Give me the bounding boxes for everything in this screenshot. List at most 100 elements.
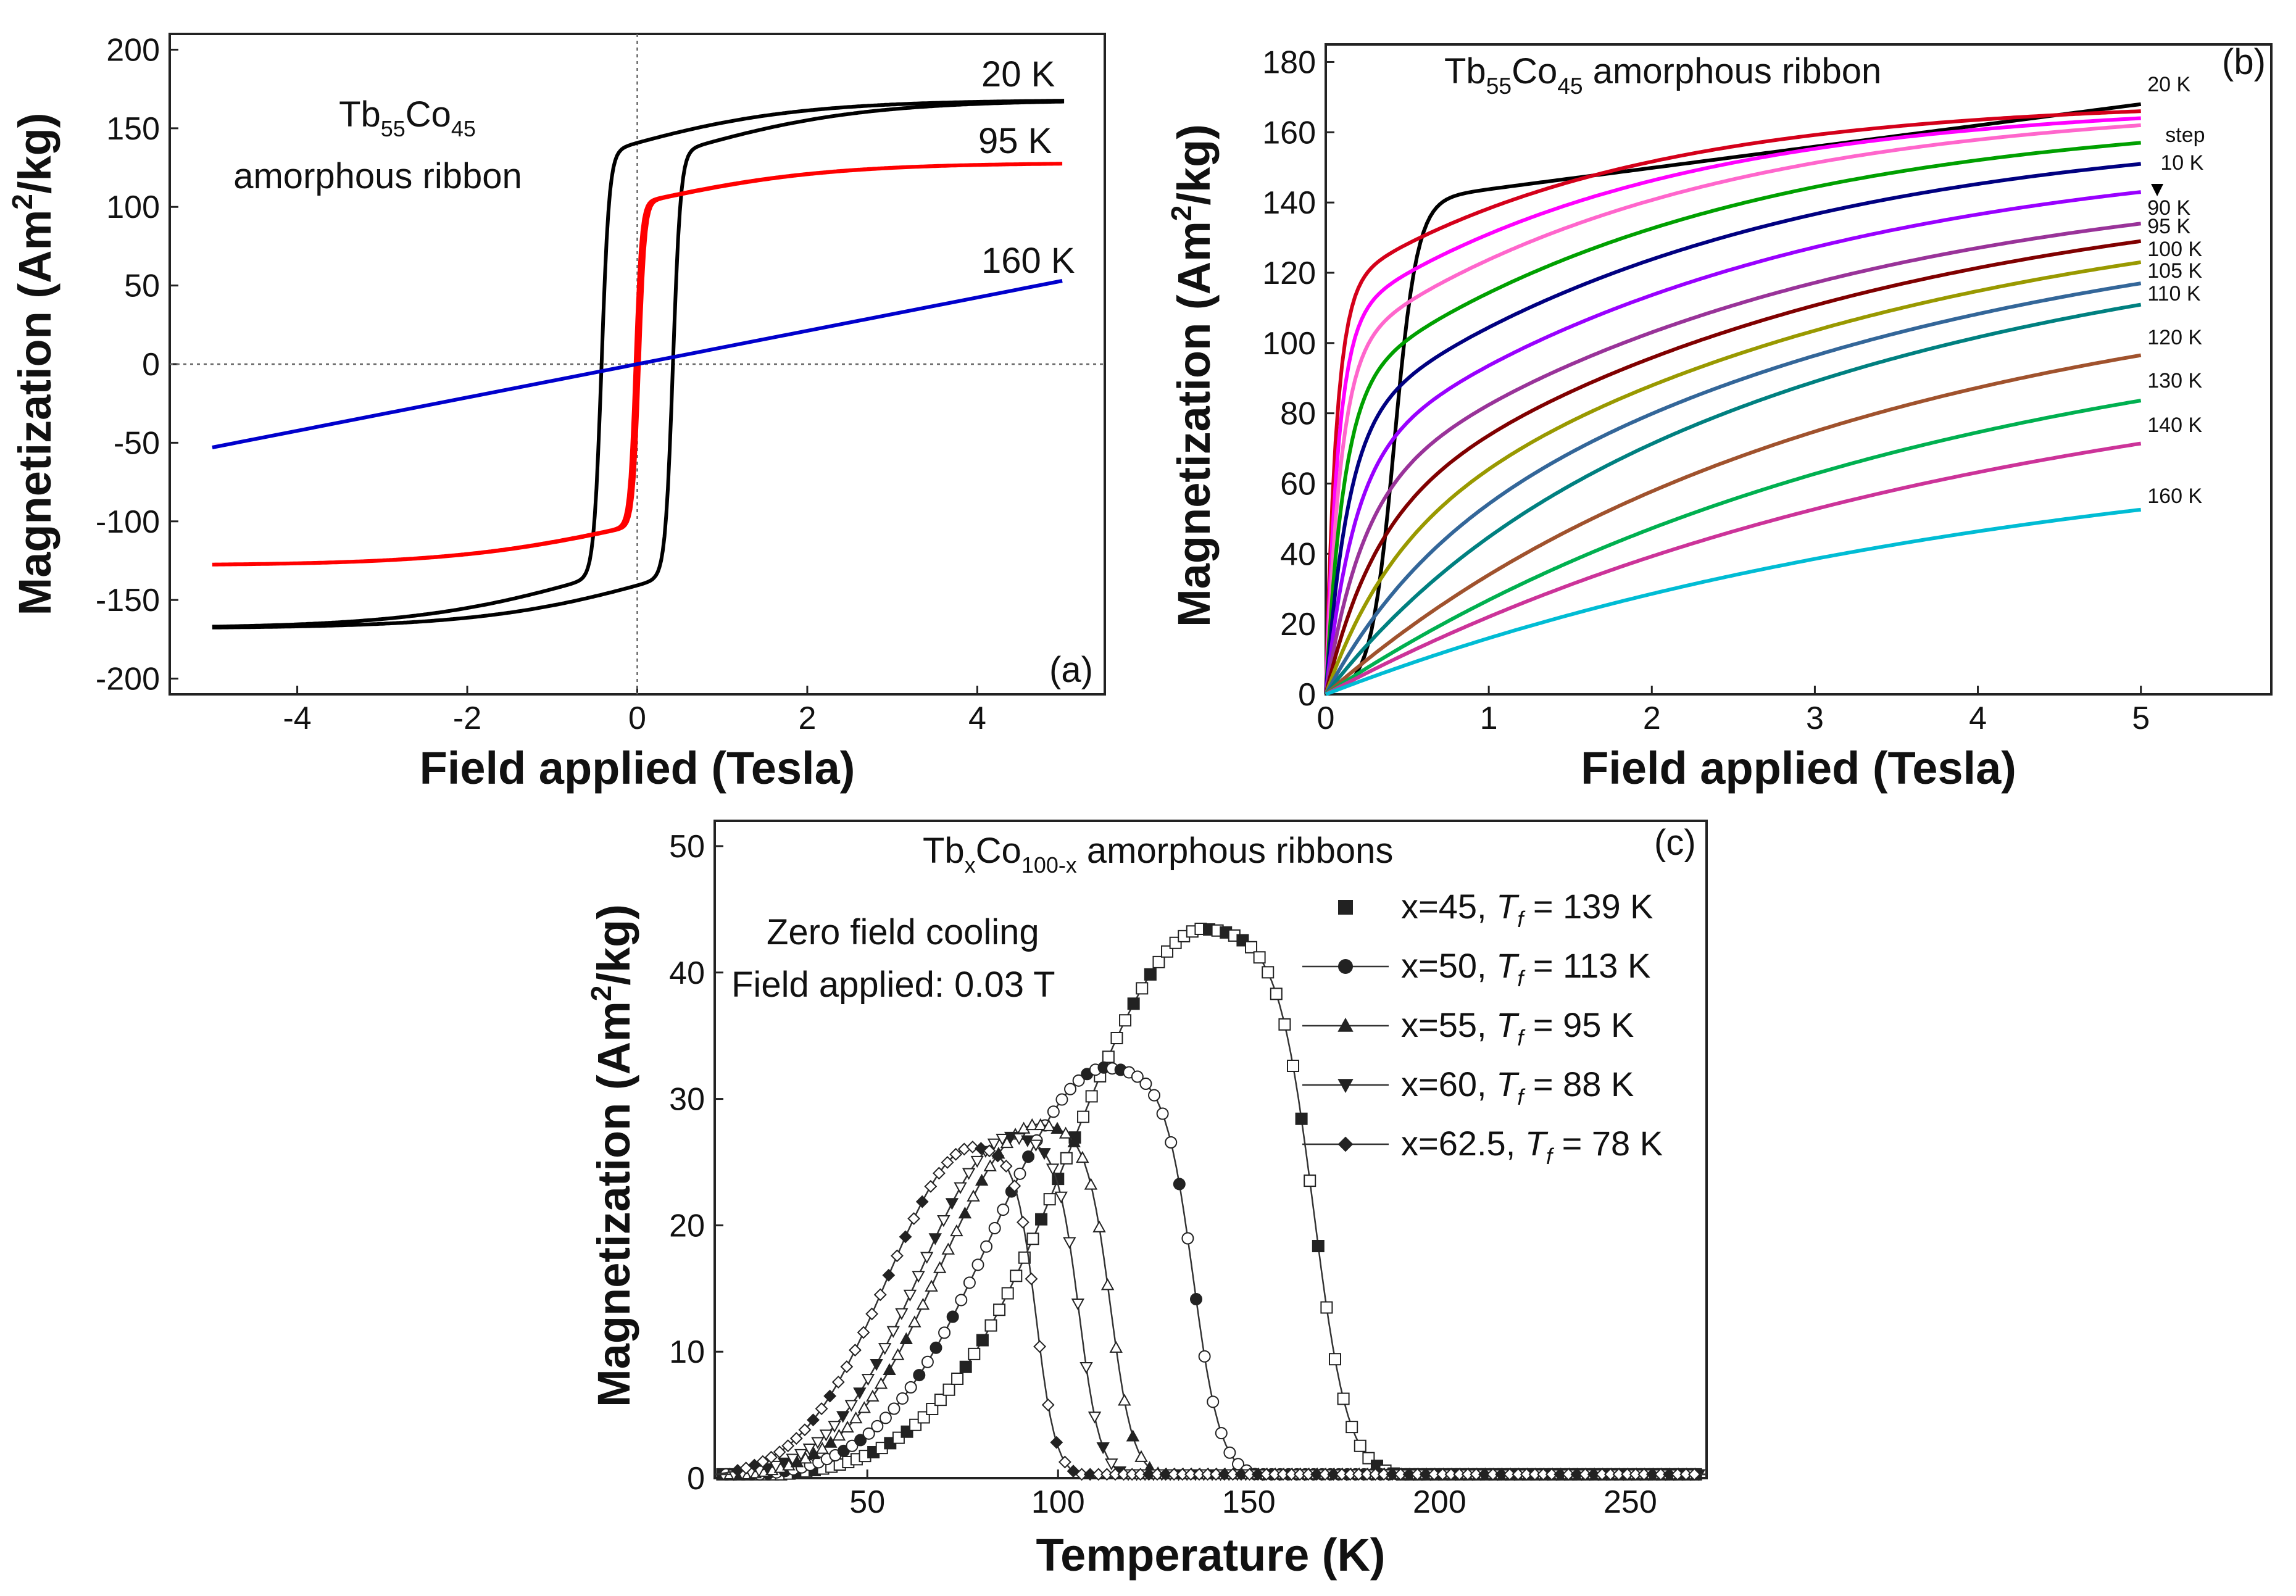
panel-c-data-point — [1253, 951, 1266, 964]
panel-c-data-point — [915, 1195, 929, 1208]
panel-c-data-point — [1092, 1468, 1105, 1481]
panel-c-data-point — [1344, 1468, 1357, 1481]
panel-c-data-point — [1063, 1237, 1076, 1249]
panel-c-data-point — [878, 1343, 892, 1355]
panel-c-legend-marker — [1338, 959, 1354, 974]
panel-b-ytick-label: 180 — [1262, 44, 1316, 80]
panel-c-data-point — [873, 1288, 887, 1302]
panel-c-series-x60 — [715, 1131, 1707, 1481]
panel-c-data-point — [991, 1149, 1005, 1163]
panel-c-data-point — [865, 1307, 879, 1321]
panel-c-xtick-label: 50 — [849, 1484, 885, 1520]
panel-c-data-point — [1562, 1468, 1575, 1481]
panel-c-data-point — [925, 1279, 938, 1292]
panel-c-data-point — [976, 1334, 989, 1347]
panel-c-data-point — [823, 1389, 837, 1403]
panel-c-data-point — [1312, 1239, 1325, 1252]
panel-c-data-point — [924, 1179, 938, 1193]
panel-c-data-point — [854, 1434, 867, 1447]
panel-c-data-point — [1587, 1468, 1600, 1481]
panel-a-xtick-label: -2 — [453, 700, 481, 736]
panel-c-data-point — [1603, 1468, 1617, 1481]
panel-c-data-point — [781, 1439, 795, 1452]
panel-c-data-point — [1173, 1178, 1186, 1191]
panel-b-title-sub: 55 — [1486, 73, 1512, 99]
panel-b-curve-label: 120 K — [2147, 326, 2202, 349]
panel-c-data-point — [857, 1326, 870, 1339]
panel-c-data-point — [1017, 1121, 1031, 1134]
panel-a-title-formula-sub: 45 — [451, 116, 476, 141]
panel-b-curve-label: 95 K — [2147, 215, 2190, 238]
panel-a-title-formula-part: Co — [406, 94, 451, 135]
panel-c-data-point — [1144, 968, 1157, 981]
panel-c-data-point — [832, 1429, 846, 1441]
panel-c-data-point — [967, 1189, 980, 1202]
panel-c-data-point — [1444, 1468, 1458, 1481]
panel-c-data-point — [760, 1463, 774, 1476]
panel-a-title-formula-part: Tb — [339, 94, 381, 135]
panel-b-ylabel-end: /kg) — [1168, 124, 1220, 206]
panel-c-data-point — [987, 1138, 1001, 1150]
panel-c-data-point — [980, 1240, 993, 1253]
panel-b-ytick-label: 160 — [1262, 115, 1316, 151]
panel-c-data-point — [789, 1432, 803, 1445]
panel-c-data-point — [1461, 1468, 1475, 1481]
panel-c-data-point — [1310, 1468, 1323, 1481]
panel-c-data-point — [1119, 1014, 1132, 1027]
panel-a-xlabel: Field applied (Tesla) — [420, 742, 855, 794]
panel-a-xtick-label: 4 — [968, 700, 986, 736]
panel-c-data-point — [1276, 1468, 1290, 1481]
panel-c-data-point — [1377, 1468, 1391, 1481]
panel-c-data-point — [1029, 1139, 1043, 1152]
panel-b-title-part: amorphous ribbon — [1583, 51, 1882, 91]
panel-b-xtick-label: 5 — [2132, 700, 2150, 736]
panel-c-data-point — [891, 1249, 904, 1263]
panel-c-data-point — [1035, 1213, 1048, 1226]
panel-c-data-point — [1209, 1468, 1223, 1481]
panel-c-data-point — [983, 1159, 997, 1171]
panel-c-data-point — [1118, 1394, 1131, 1406]
panel-c-ylabel-end: /kg) — [588, 904, 639, 986]
panel-b-series-80K — [1324, 190, 2142, 695]
panel-c-data-point — [1038, 1148, 1051, 1160]
panel-c-data-point — [951, 1373, 964, 1385]
panel-b-curve-label: 130 K — [2147, 369, 2202, 393]
panel-c-data-point — [899, 1332, 913, 1344]
panel-a-xtick-label: 2 — [798, 700, 816, 736]
panel-c-data-point — [882, 1268, 896, 1282]
panel-c-data-point — [955, 1294, 968, 1307]
panel-c-xlabel: Temperature (K) — [1036, 1529, 1385, 1581]
panel-c-data-point — [983, 1144, 996, 1158]
panel-c-data-point — [811, 1437, 825, 1449]
panel-c-data-point — [1621, 1468, 1634, 1481]
panel-c-data-point — [1671, 1468, 1684, 1481]
panel-a-series-160K — [212, 279, 1063, 449]
panel-c-data-point — [828, 1421, 841, 1433]
panel-c-data-point — [1100, 1278, 1115, 1291]
panel-b-curve-label: 20 K — [2147, 73, 2190, 96]
panel-c-data-point — [1159, 1468, 1172, 1481]
panel-c-data-point — [1223, 1446, 1236, 1459]
panel-c-data-point — [1001, 1287, 1014, 1300]
panel-c-data-point — [1131, 1070, 1144, 1083]
panel-c-data-point — [930, 1341, 942, 1354]
panel-c-legend-x: x=55, — [1401, 1005, 1496, 1044]
panel-b-frame — [1325, 43, 2273, 696]
panel-c-title-sub: x — [965, 852, 976, 878]
panel-c-data-point — [934, 1394, 947, 1407]
panel-c-data-point — [1318, 1468, 1332, 1481]
panel-c-data-point — [1278, 1018, 1291, 1031]
panel-c-data-point — [949, 1147, 963, 1161]
panel-a-label-160K: 160 K — [981, 241, 1075, 281]
panel-a-label-95K: 95 K — [978, 121, 1052, 161]
panel-c-data-point — [1139, 1078, 1152, 1090]
panel-a-title-formula-sub: 55 — [381, 116, 406, 141]
panel-b-series-90K — [1324, 222, 2142, 695]
panel-c-data-point — [1328, 1353, 1341, 1366]
panel-c-data-point — [1528, 1468, 1542, 1481]
panel-c-title: TbxCo100-x amorphous ribbons — [923, 831, 1393, 878]
panel-c-legend-T: T — [1496, 887, 1520, 926]
panel-b-xtick-label: 0 — [1317, 700, 1335, 736]
panel-b-ylabel: Magnetization (Am2/kg) — [1165, 124, 1220, 627]
panel-c-data-point — [1679, 1468, 1693, 1481]
